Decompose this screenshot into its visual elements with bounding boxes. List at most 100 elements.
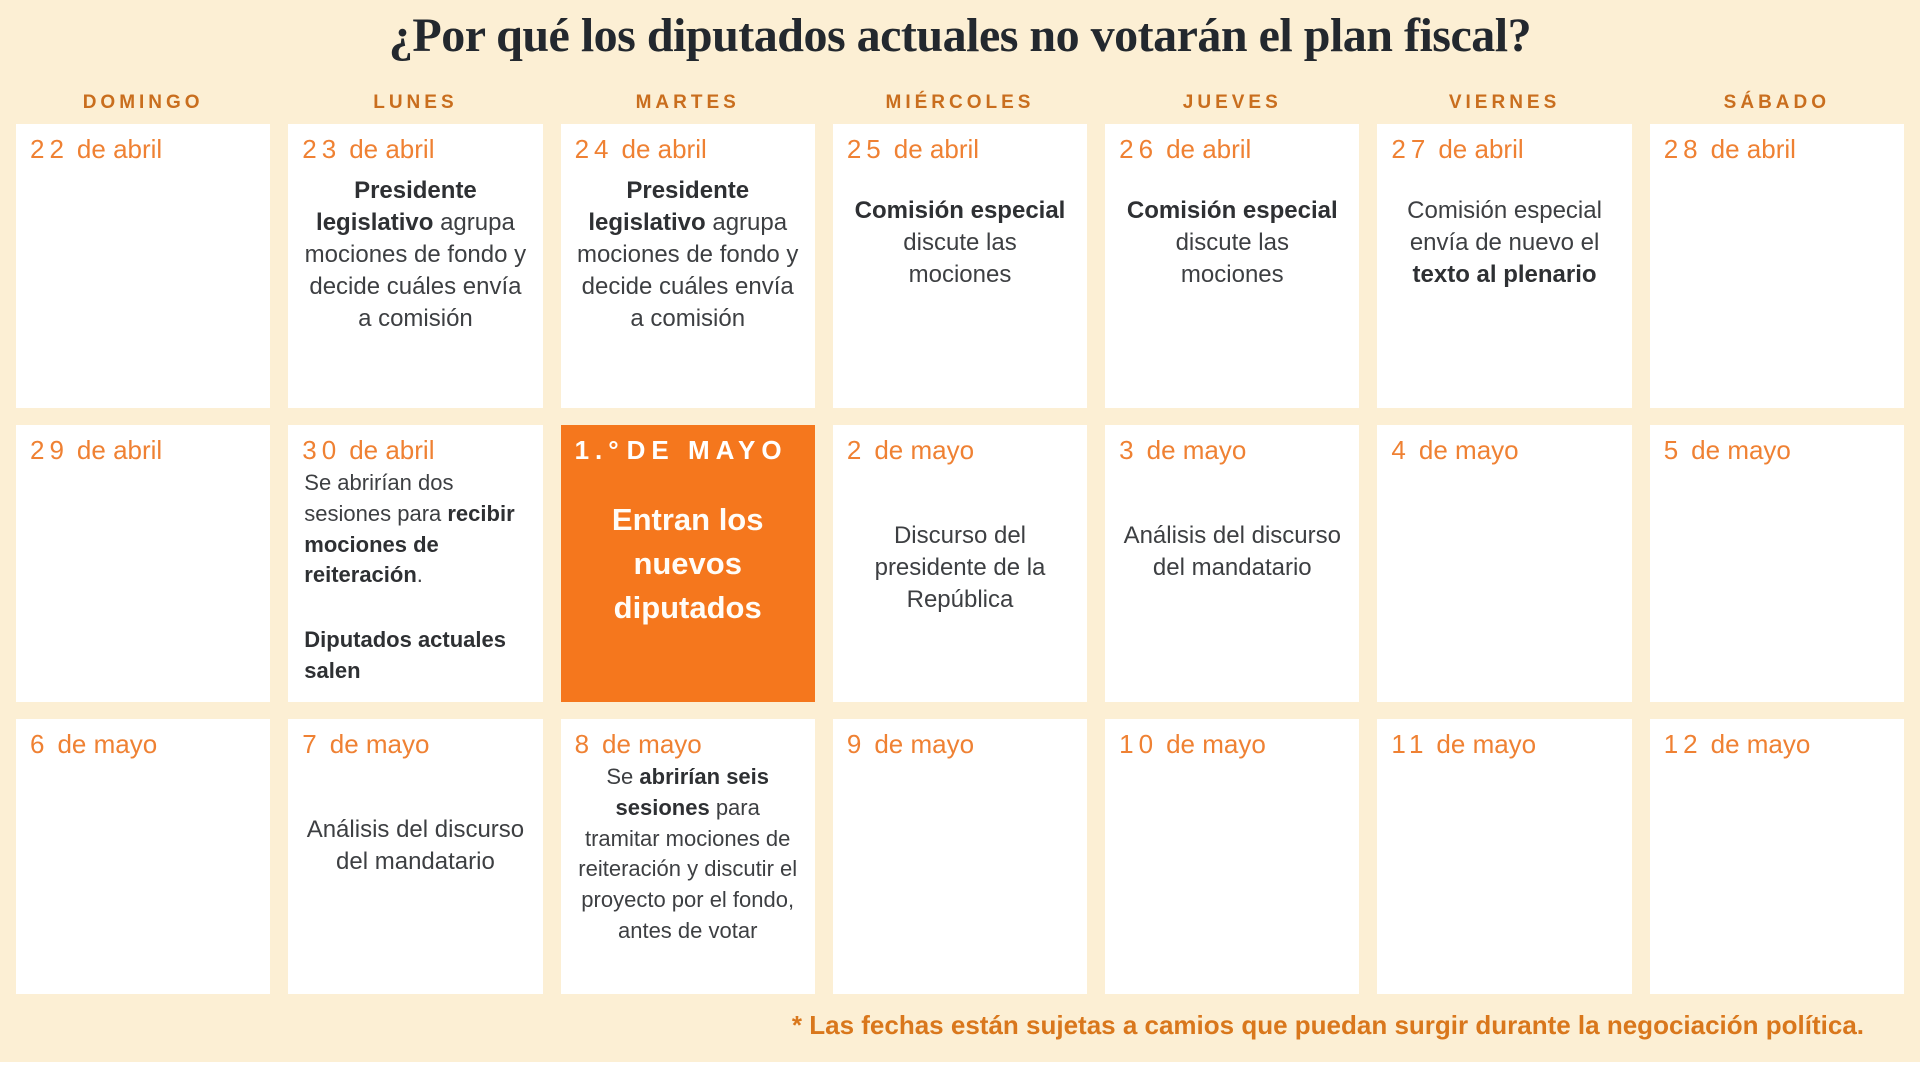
cell-date-number: 23	[302, 134, 342, 164]
cell-body: Se abrirían dos sesiones para recibir mo…	[302, 468, 528, 687]
cell-body: Comisión especial envía de nuevo el text…	[1391, 195, 1617, 291]
cell-date-number: 30	[302, 435, 342, 465]
cell-paragraph: Presidente legislativo agrupa mociones d…	[577, 175, 799, 335]
weekday-viernes: VIERNES	[1448, 92, 1561, 113]
cell-body: Comisión especial discute las mociones	[847, 195, 1073, 291]
cell-date-number: 28	[1663, 134, 1703, 164]
cell-text: agrupa mociones de fondo y decide cuáles…	[576, 208, 799, 332]
cell-date-number: 5	[1663, 435, 1684, 465]
calendar-cell: 3 de mayo Análisis del discurso del mandat…	[1105, 425, 1360, 702]
cell-date: 10 de mayo	[1119, 729, 1266, 759]
cell-date: 22 de abril	[30, 134, 163, 164]
calendar-cell-highlight: 1.°DE MAYO Entran los nuevos diputados	[560, 425, 815, 702]
cell-body: Análisis del discurso del mandatario	[302, 814, 528, 878]
cell-date-number: 27	[1391, 134, 1431, 164]
cell-date: 6 de mayo	[30, 729, 158, 759]
cell-date: 23 de abril	[302, 134, 435, 164]
cell-text-bold: Comisión especial	[854, 197, 1066, 224]
cell-text: para tramitar mociones de reiteración y …	[578, 794, 798, 943]
cell-paragraph: Discurso del presidente de la República	[849, 520, 1071, 616]
weekday-lunes: LUNES	[373, 92, 458, 113]
cell-text-bold: Entran los nuevos diputados	[611, 502, 764, 626]
cell-paragraph: Diputados actuales salen	[304, 625, 526, 687]
cell-body: Presidente legislativo agrupa mociones d…	[575, 175, 801, 335]
weekday-jueves: JUEVES	[1182, 92, 1282, 113]
cell-date-number: 2	[846, 435, 867, 465]
cell-text: Discurso del presidente de la República	[874, 522, 1046, 613]
cell-text-bold: Comisión especial	[1126, 197, 1338, 224]
cell-paragraph: Análisis del discurso del mandatario	[1121, 520, 1343, 584]
calendar-grid: 22 de abril 23 de abril Presidente legislati…	[0, 124, 1920, 994]
cell-date: 3 de mayo	[1119, 435, 1247, 465]
cell-date: 24 de abril	[574, 134, 707, 164]
weekday-domingo: DOMINGO	[82, 92, 204, 113]
cell-date-number: 25	[846, 134, 886, 164]
cell-text-bold: texto al plenario	[1412, 260, 1597, 288]
cell-text-bold: Diputados actuales salen	[304, 627, 506, 683]
cell-body: Análisis del discurso del mandatario	[1119, 520, 1345, 584]
cell-date-number: 29	[30, 435, 69, 465]
cell-date: 28 de abril	[1663, 134, 1796, 164]
cell-paragraph: Presidente legislativo agrupa mociones d…	[304, 175, 526, 335]
calendar-cell: 12 de mayo	[1649, 719, 1904, 994]
cell-date-number: 12	[1663, 729, 1703, 759]
cell-date-number: 4	[1391, 435, 1411, 465]
cell-text: Análisis del discurso del mandatario	[306, 816, 525, 875]
cell-date-number: 7	[302, 729, 322, 759]
cell-paragraph: Comisión especial discute las mociones	[1121, 195, 1343, 291]
calendar-cell: 26 de abril Comisión especial discute las …	[1105, 124, 1360, 408]
cell-paragraph: Análisis del discurso del mandatario	[304, 814, 526, 878]
cell-body: Entran los nuevos diputados	[575, 498, 801, 630]
cell-date-number: 24	[574, 134, 614, 164]
cell-text-bold: recibir mociones de reiteración	[304, 500, 515, 588]
cell-date: 7 de mayo	[302, 729, 430, 759]
cell-date: 30 de abril	[302, 435, 435, 465]
cell-text-bold: Presidente legislativo	[588, 177, 750, 236]
cell-date-number: 22	[30, 134, 69, 164]
cell-text: discute las mociones	[1175, 228, 1289, 288]
calendar-cell: 24 de abril Presidente legislativo agrupa …	[560, 124, 815, 408]
cell-text: Comisión especial envía de nuevo el	[1407, 197, 1602, 256]
cell-body: Se abrirían seis sesiones para tramitar …	[575, 762, 801, 947]
cell-date-number: 9	[846, 729, 867, 759]
cell-text: Análisis del discurso del mandatario	[1123, 522, 1341, 581]
cell-text: Se abrirían dos sesiones para	[304, 470, 454, 526]
cell-date-number: 6	[30, 729, 50, 759]
calendar-cell: 8 de mayo Se abrirían seis sesiones para t…	[560, 719, 815, 994]
cell-date: 2 de mayo	[846, 435, 975, 465]
cell-body: Discurso del presidente de la República	[847, 520, 1073, 616]
calendar-cell: 10 de mayo	[1105, 719, 1360, 994]
cell-date: 9 de mayo	[846, 729, 975, 759]
cell-text: discute las mociones	[903, 228, 1017, 288]
cell-paragraph: Se abrirían seis sesiones para tramitar …	[577, 762, 799, 947]
cell-date: 12 de mayo	[1663, 729, 1811, 759]
calendar-cell: 27 de abril Comisión especial envía de nue…	[1377, 124, 1632, 408]
cell-date-number: 11	[1391, 729, 1429, 759]
calendar-cell: 9 de mayo	[832, 719, 1088, 994]
weekday-sabado: SÁBADO	[1723, 92, 1831, 113]
calendar-cell: 30 de abril Se abrirían dos sesiones para …	[288, 425, 543, 702]
cell-text-bold: abrirían seis sesiones	[615, 764, 770, 820]
calendar-cell: 6 de mayo	[16, 719, 271, 994]
calendar-cell: 29 de abril	[16, 425, 271, 702]
calendar-cell: 2 de mayo Discurso del presidente de la Re…	[832, 425, 1088, 702]
cell-date: 29 de abril	[30, 435, 163, 465]
cell-date-number: 1.°	[574, 435, 625, 465]
cell-text: .	[416, 562, 423, 588]
cell-date: 25 de abril	[846, 134, 980, 164]
cell-paragraph: Comisión especial discute las mociones	[849, 195, 1071, 291]
cell-text: agrupa mociones de fondo y decide cuáles…	[304, 208, 527, 332]
calendar-cell: 11 de mayo	[1377, 719, 1632, 994]
page-title: ¿Por qué los diputados actuales no votar…	[388, 9, 1532, 62]
calendar-cell: 4 de mayo	[1377, 425, 1632, 702]
weekday-header-row: DOMINGO LUNES MARTES MIÉRCOLES JUEVES VI…	[0, 92, 1920, 118]
footnote: * Las fechas están sujetas a camios que …	[791, 1010, 1864, 1040]
cell-date: 8 de mayo	[574, 729, 702, 759]
cell-text-bold: Presidente legislativo	[316, 177, 477, 236]
cell-date-number: 3	[1119, 435, 1139, 465]
cell-date: 26 de abril	[1119, 134, 1252, 164]
cell-paragraph: Comisión especial envía de nuevo el text…	[1393, 195, 1615, 291]
calendar-cell: 25 de abril Comisión especial discute las …	[832, 124, 1088, 408]
cell-body: Comisión especial discute las mociones	[1119, 195, 1345, 291]
